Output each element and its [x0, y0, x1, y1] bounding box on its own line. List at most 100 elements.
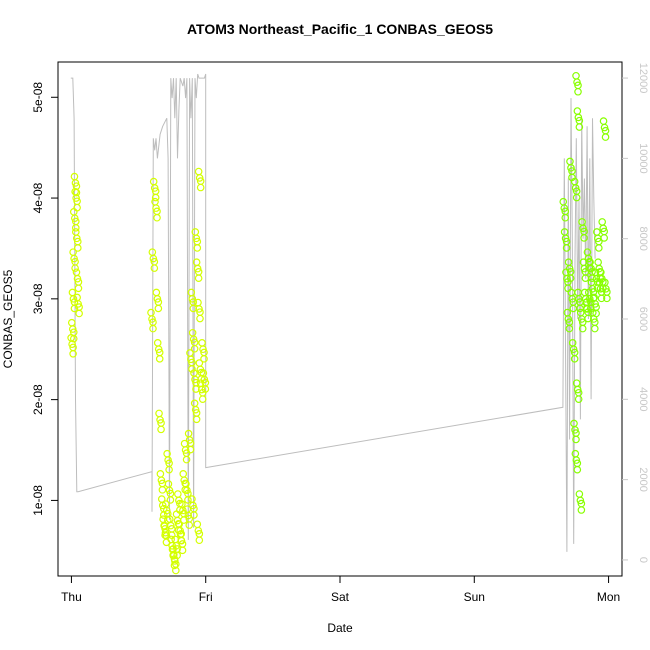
data-point-early	[156, 470, 165, 478]
data-point-early	[147, 308, 155, 317]
data-point-early	[201, 385, 210, 393]
data-point-early	[199, 369, 208, 377]
data-point-early	[172, 566, 180, 575]
data-point-early	[149, 177, 158, 186]
data-point-early	[198, 395, 207, 403]
data-point-early	[70, 304, 79, 313]
data-point-late	[565, 324, 574, 333]
data-point-late	[572, 71, 580, 80]
y-tick-label: 5e-08	[31, 82, 45, 113]
y-tick-label: 2e-08	[31, 384, 45, 415]
data-point-early	[188, 495, 196, 503]
data-point-early	[178, 546, 187, 555]
data-point-late	[588, 274, 596, 283]
data-point-late	[599, 117, 608, 125]
data-point-late	[559, 197, 568, 206]
data-point-late	[595, 244, 603, 252]
data-point-early	[180, 516, 188, 524]
data-point-late	[570, 177, 579, 186]
data-point-early	[75, 309, 83, 318]
data-point-early	[196, 183, 205, 192]
data-point-early	[192, 415, 201, 424]
data-point-early	[188, 365, 196, 373]
data-point-early	[186, 445, 195, 454]
data-point-late	[597, 294, 606, 303]
y-axis: 1e-08 2e-08 3e-08 4e-08 5e-08	[31, 82, 58, 516]
data-point-early	[200, 355, 208, 363]
data-point-late	[563, 308, 572, 317]
data-point-early	[195, 359, 204, 367]
y2-tick-label: 0	[637, 557, 649, 563]
data-point-early	[196, 314, 204, 323]
data-point-late	[598, 218, 607, 226]
data-point-early	[172, 510, 181, 518]
chart-title: ATOM3 Northeast_Pacific_1 CONBAS_GEOS5	[187, 21, 493, 37]
data-point-early	[68, 288, 77, 297]
data-point-early	[73, 293, 81, 302]
data-point-early	[71, 224, 80, 232]
data-point-early	[182, 480, 190, 488]
data-point-early	[178, 500, 186, 508]
data-point-late	[566, 157, 574, 166]
data-point-late	[584, 314, 592, 323]
y2-tick-label: 2000	[637, 467, 649, 491]
data-point-late	[574, 87, 582, 96]
data-point-early	[194, 167, 203, 176]
data-point-late	[578, 324, 587, 333]
data-point-early	[73, 203, 81, 212]
data-point-early	[67, 318, 76, 327]
data-point-early	[174, 490, 182, 498]
data-point-early	[185, 521, 194, 529]
data-point-late	[572, 379, 581, 387]
data-point-early	[158, 486, 167, 494]
data-point-early	[69, 208, 78, 216]
data-point-early	[193, 244, 202, 252]
data-point-late	[588, 308, 597, 317]
data-point-late	[586, 258, 594, 267]
data-point-early	[170, 550, 178, 559]
y-tick-label: 1e-08	[31, 485, 45, 516]
data-point-late	[570, 355, 579, 363]
data-point-early	[166, 496, 175, 504]
data-points	[67, 71, 611, 575]
data-point-early	[193, 520, 202, 529]
data-point-late	[577, 506, 586, 514]
y2-tick-label: 6000	[637, 307, 649, 331]
data-point-late	[601, 133, 610, 141]
x-tick-label: Thu	[61, 590, 82, 604]
data-point-late	[594, 258, 602, 267]
data-point-early	[69, 248, 77, 256]
y2-tick-label: 10000	[637, 143, 649, 174]
data-point-early	[188, 328, 197, 337]
data-point-early	[194, 274, 203, 283]
data-point-early	[165, 465, 173, 474]
data-point-early	[69, 334, 78, 343]
data-point-early	[191, 228, 200, 236]
data-point-early	[72, 188, 81, 197]
x-tick-label: Sun	[464, 590, 485, 604]
data-point-early	[154, 304, 163, 313]
data-point-late	[576, 308, 585, 317]
data-point-early	[171, 535, 179, 544]
data-point-early	[74, 284, 83, 293]
data-point-early	[198, 339, 206, 347]
data-point-early	[149, 324, 157, 333]
x-tick-label: Sat	[331, 590, 350, 604]
data-point-late	[572, 435, 580, 444]
altitude-line	[70, 73, 596, 552]
data-point-late	[578, 218, 586, 226]
data-point-early	[163, 449, 171, 458]
data-point-late	[580, 234, 588, 242]
data-point-early	[72, 268, 81, 277]
data-point-early	[151, 197, 159, 206]
data-point-early	[184, 429, 193, 438]
data-point-early	[152, 288, 161, 297]
data-point-early	[153, 339, 162, 347]
data-point-late	[560, 228, 569, 236]
data-point-early	[71, 187, 79, 196]
data-point-early	[195, 536, 204, 545]
data-point-early	[190, 511, 198, 519]
data-point-early	[70, 172, 79, 181]
data-point-early	[150, 264, 159, 272]
data-point-early	[157, 425, 165, 434]
